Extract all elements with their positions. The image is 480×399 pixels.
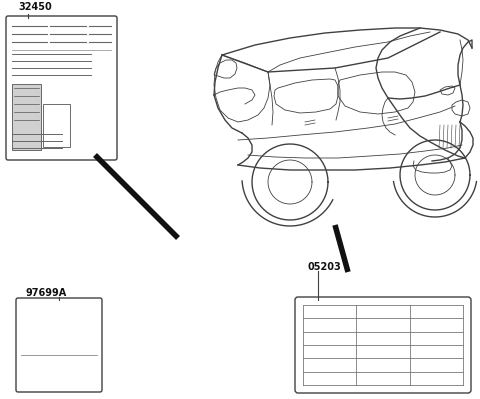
Bar bbox=[43, 104, 70, 147]
Text: 32450: 32450 bbox=[18, 2, 52, 12]
Bar bbox=[12, 84, 40, 150]
FancyBboxPatch shape bbox=[16, 298, 102, 392]
Text: 97699A: 97699A bbox=[25, 288, 66, 298]
Text: 05203: 05203 bbox=[308, 262, 342, 272]
FancyBboxPatch shape bbox=[295, 297, 471, 393]
FancyBboxPatch shape bbox=[6, 16, 117, 160]
